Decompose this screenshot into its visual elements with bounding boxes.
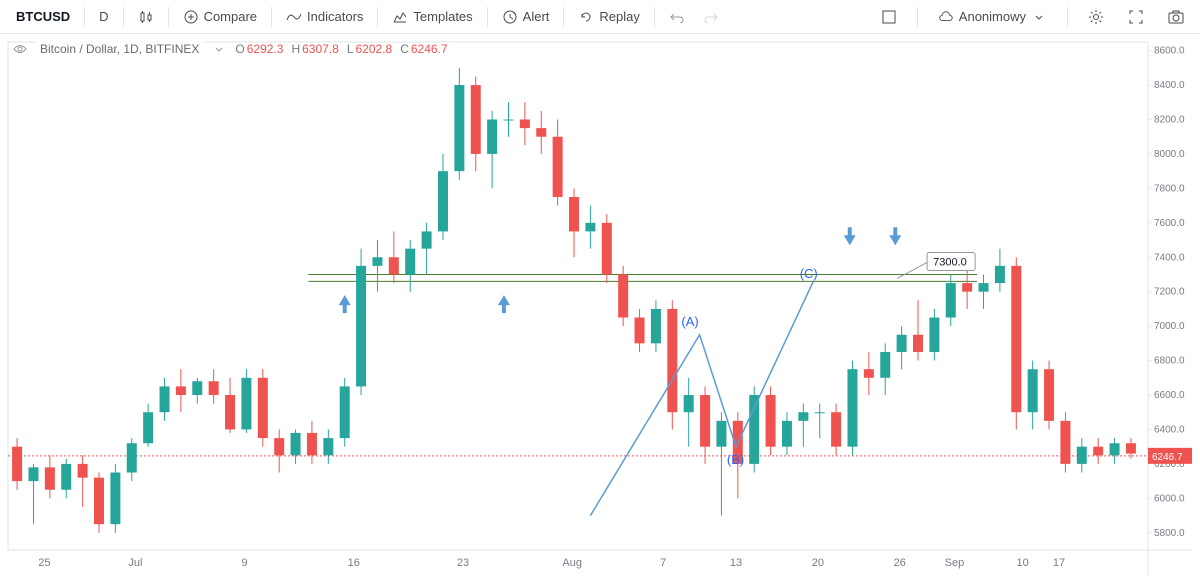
replay-button[interactable]: Replay [570, 5, 647, 29]
svg-text:25: 25 [38, 557, 50, 569]
compare-label: Compare [204, 9, 257, 24]
candles-icon [138, 9, 154, 25]
sep [377, 7, 378, 27]
undo-icon [669, 9, 685, 25]
svg-text:Aug: Aug [562, 557, 582, 569]
svg-text:7800.0: 7800.0 [1154, 183, 1185, 194]
templates-icon [392, 9, 408, 25]
svg-text:10: 10 [1017, 557, 1029, 569]
svg-text:5800.0: 5800.0 [1154, 528, 1185, 539]
toolbar-left: BTCUSD D Compare Indicators Templates Al… [8, 5, 869, 29]
svg-text:(B): (B) [727, 452, 744, 467]
svg-text:7600.0: 7600.0 [1154, 218, 1185, 229]
sep [563, 7, 564, 27]
cloud-icon [938, 9, 954, 25]
chart-svg[interactable]: 5800.06000.06200.06400.06600.06800.07000… [0, 34, 1200, 576]
c-label: C [400, 42, 409, 56]
chevron-down-icon [1031, 9, 1047, 25]
svg-text:6400.0: 6400.0 [1154, 424, 1185, 435]
settings-button[interactable] [1080, 5, 1112, 29]
svg-text:16: 16 [348, 557, 360, 569]
sep [487, 7, 488, 27]
sep [917, 7, 918, 27]
chart-area[interactable]: 5800.06000.06200.06400.06600.06800.07000… [0, 34, 1200, 576]
svg-text:7: 7 [660, 557, 666, 569]
h-label: H [291, 42, 300, 56]
svg-text:6246.7: 6246.7 [1152, 452, 1183, 463]
chevron-down-icon[interactable] [211, 41, 227, 57]
alert-icon [502, 9, 518, 25]
svg-text:7400.0: 7400.0 [1154, 252, 1185, 263]
sep [271, 7, 272, 27]
gear-icon [1088, 9, 1104, 25]
cloud-button[interactable]: Anonimowy [930, 5, 1055, 29]
chart-style-button[interactable] [130, 5, 162, 29]
indicators-label: Indicators [307, 9, 363, 24]
alert-label: Alert [523, 9, 550, 24]
indicators-button[interactable]: Indicators [278, 5, 371, 29]
svg-text:26: 26 [894, 557, 906, 569]
redo-icon [703, 9, 719, 25]
svg-text:Sep: Sep [945, 557, 965, 569]
svg-text:6600.0: 6600.0 [1154, 390, 1185, 401]
symbol-button[interactable]: BTCUSD [8, 5, 78, 28]
sep [1067, 7, 1068, 27]
sep [168, 7, 169, 27]
svg-text:8200.0: 8200.0 [1154, 114, 1185, 125]
layout-icon [881, 9, 897, 25]
visibility-icon[interactable] [12, 41, 28, 57]
ohlc-values: O6292.3 H6307.8 L6202.8 C6246.7 [235, 42, 447, 56]
o-label: O [235, 42, 244, 56]
o-value: 6292.3 [247, 42, 284, 56]
svg-text:Jul: Jul [128, 557, 142, 569]
redo-button[interactable] [695, 5, 727, 29]
svg-text:(A): (A) [681, 314, 698, 329]
cloud-label: Anonimowy [959, 9, 1026, 24]
svg-text:8000.0: 8000.0 [1154, 149, 1185, 160]
replay-icon [578, 9, 594, 25]
svg-text:20: 20 [812, 557, 824, 569]
layout-button[interactable] [873, 5, 905, 29]
fullscreen-icon [1128, 9, 1144, 25]
svg-text:(C): (C) [800, 266, 818, 281]
top-toolbar: BTCUSD D Compare Indicators Templates Al… [0, 0, 1200, 34]
h-value: 6307.8 [302, 42, 339, 56]
svg-text:7300.0: 7300.0 [933, 256, 967, 268]
templates-button[interactable]: Templates [384, 5, 480, 29]
indicators-icon [286, 9, 302, 25]
sep [123, 7, 124, 27]
svg-text:8400.0: 8400.0 [1154, 80, 1185, 91]
camera-icon [1168, 9, 1184, 25]
alert-button[interactable]: Alert [494, 5, 558, 29]
c-value: 6246.7 [411, 42, 448, 56]
replay-label: Replay [599, 9, 639, 24]
plus-circle-icon [183, 9, 199, 25]
svg-text:13: 13 [730, 557, 742, 569]
compare-button[interactable]: Compare [175, 5, 265, 29]
templates-label: Templates [413, 9, 472, 24]
svg-text:9: 9 [242, 557, 248, 569]
fullscreen-button[interactable] [1120, 5, 1152, 29]
interval-button[interactable]: D [91, 5, 116, 28]
symbol-info-bar: Bitcoin / Dollar, 1D, BITFINEX O6292.3 H… [12, 40, 448, 58]
symbol-title[interactable]: Bitcoin / Dollar, 1D, BITFINEX [36, 40, 203, 58]
svg-text:8600.0: 8600.0 [1154, 46, 1185, 57]
sep [654, 7, 655, 27]
toolbar-right: Anonimowy [873, 5, 1192, 29]
svg-text:23: 23 [457, 557, 469, 569]
l-value: 6202.8 [356, 42, 393, 56]
svg-text:17: 17 [1053, 557, 1065, 569]
camera-button[interactable] [1160, 5, 1192, 29]
svg-text:6800.0: 6800.0 [1154, 356, 1185, 367]
svg-text:6000.0: 6000.0 [1154, 493, 1185, 504]
sep [84, 7, 85, 27]
l-label: L [347, 42, 354, 56]
svg-text:7200.0: 7200.0 [1154, 287, 1185, 298]
svg-text:7000.0: 7000.0 [1154, 321, 1185, 332]
undo-button[interactable] [661, 5, 693, 29]
